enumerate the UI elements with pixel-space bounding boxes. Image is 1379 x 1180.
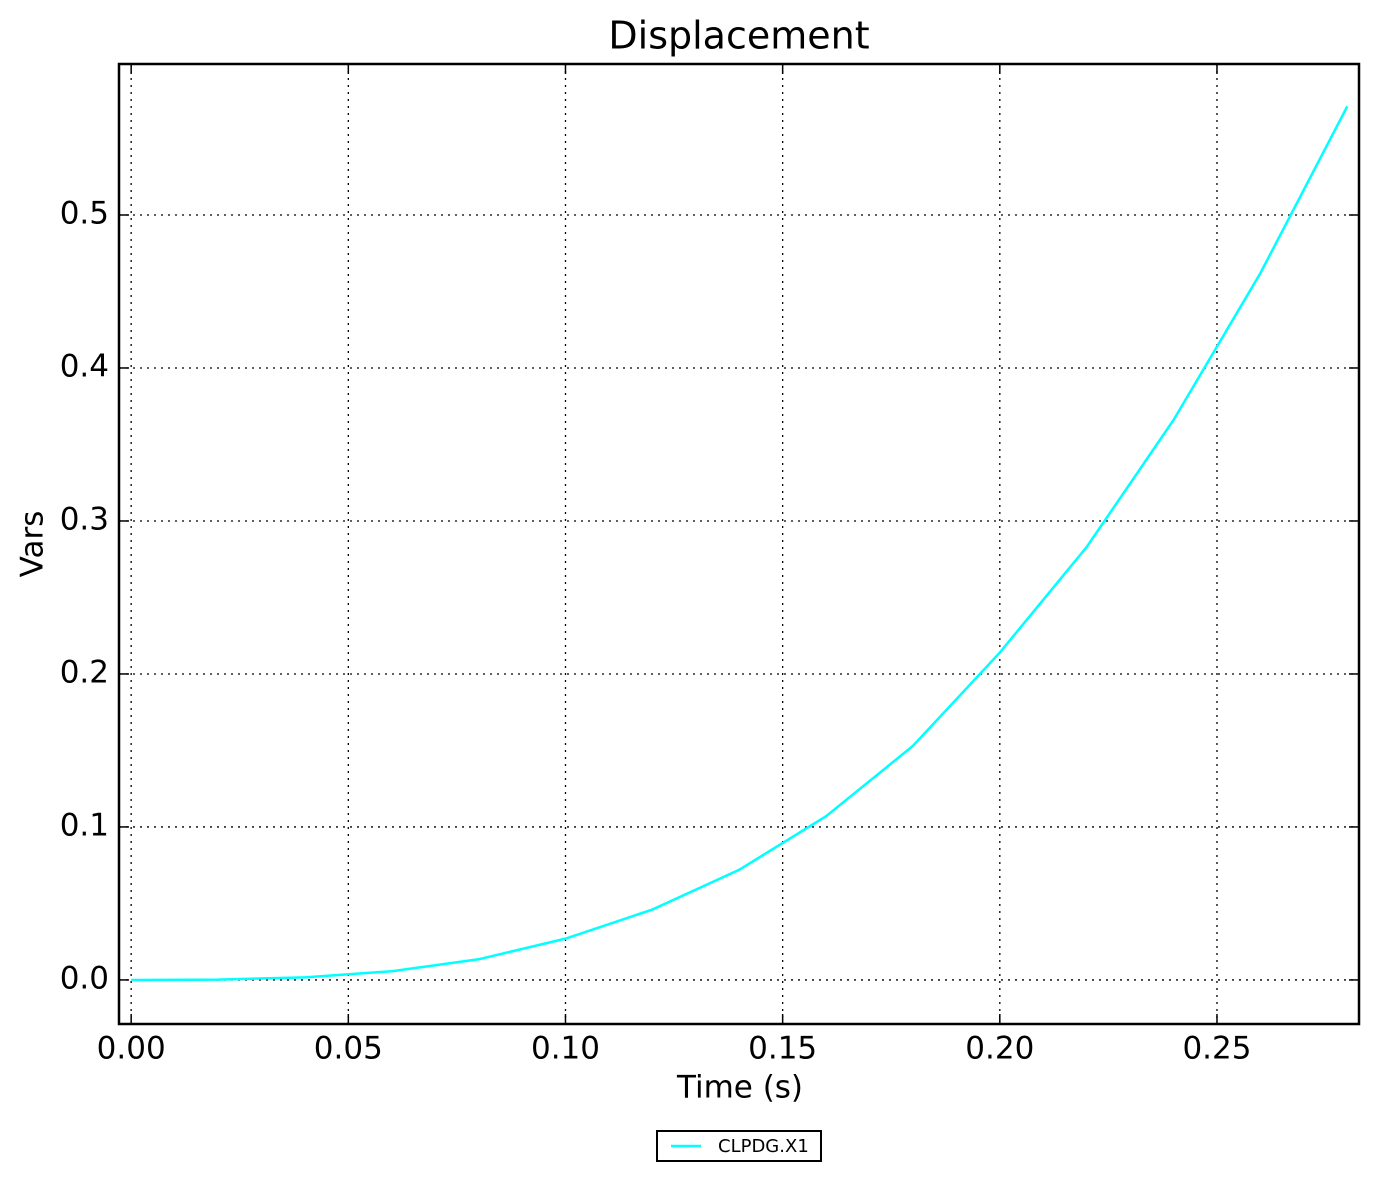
y-tick-label: 0.3 xyxy=(60,501,109,537)
x-tick-label: 0.10 xyxy=(531,1031,600,1067)
x-tick-label: 0.00 xyxy=(97,1031,166,1067)
y-tick-label: 0.1 xyxy=(60,807,109,843)
plot-frame xyxy=(117,62,1361,1026)
chart-title: Displacement xyxy=(608,14,869,58)
y-tick-label: 0.2 xyxy=(60,654,109,690)
y-tick-label: 0.4 xyxy=(60,348,109,384)
y-axis-label: Vars xyxy=(15,511,51,578)
x-tick-label: 0.15 xyxy=(748,1031,817,1067)
x-tick-label: 0.25 xyxy=(1182,1031,1251,1067)
legend-label: CLPDG.X1 xyxy=(718,1136,809,1157)
y-tick-label: 0.0 xyxy=(60,960,109,996)
x-tick-label: 0.20 xyxy=(965,1031,1034,1067)
data-line xyxy=(131,105,1349,982)
x-axis-label: Time (s) xyxy=(676,1070,803,1106)
x-tick-label: 0.05 xyxy=(314,1031,383,1067)
legend: CLPDG.X1 xyxy=(656,1130,822,1162)
y-tick-label: 0.5 xyxy=(60,195,109,231)
